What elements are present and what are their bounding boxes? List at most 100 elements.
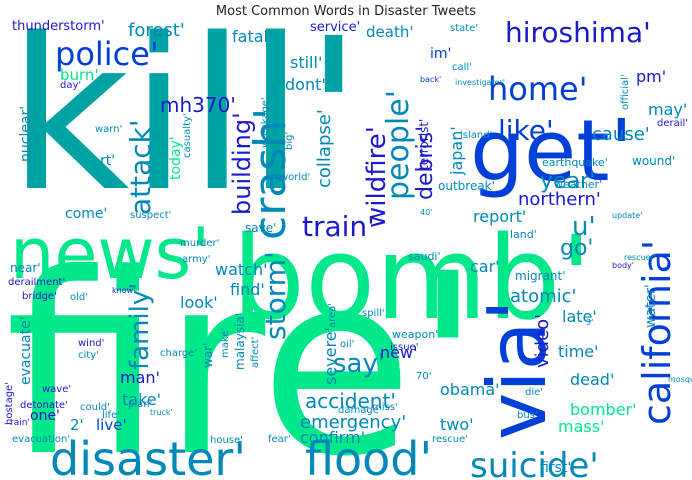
word-disaster: disaster' — [50, 432, 246, 480]
word-obama: obama' — [440, 380, 500, 399]
word-news: news' — [10, 213, 210, 295]
word-damage: damage' — [338, 405, 382, 416]
chart-title: Most Common Words in Disaster Tweets — [215, 4, 477, 19]
word-water: water' — [643, 284, 659, 328]
word-army: army' — [182, 254, 210, 265]
word-could: could' — [80, 402, 110, 413]
word-rescue: rescue' — [432, 434, 468, 445]
word-hostage: hostage' — [4, 382, 15, 425]
word-today: today' — [168, 136, 184, 180]
word-wound: wound' — [632, 154, 675, 168]
word-thunderstorm: thunderstorm' — [12, 19, 105, 34]
word-mosque: mosque' — [668, 375, 692, 384]
word-emergency: emergency' — [300, 412, 406, 433]
word-big: big' — [284, 132, 295, 150]
word-suspect: suspect' — [130, 210, 171, 221]
word-fear: fear' — [268, 434, 291, 445]
word-collapse: collapse' — [314, 109, 335, 188]
word-time: time' — [558, 342, 599, 361]
word-storm: storm' — [259, 251, 292, 340]
word-police: police' — [55, 35, 159, 73]
word-miss: miss' — [372, 402, 398, 413]
word-get: get' — [470, 102, 633, 201]
word-hiroshima: hiroshima' — [505, 16, 651, 49]
word-murder: murder' — [180, 238, 219, 249]
word-dead: dead' — [570, 370, 614, 389]
word-home: home' — [488, 70, 588, 108]
word-report: report' — [473, 207, 526, 226]
word-40: 40' — [420, 208, 432, 217]
word-old: old' — [70, 292, 88, 303]
word-island: island' — [460, 130, 492, 141]
word-like: like' — [498, 114, 554, 147]
word-attack: attack' — [124, 119, 157, 215]
word-atomic: atomic' — [510, 286, 576, 307]
word-warn: warn' — [95, 124, 122, 135]
word-wildfire: wildfire' — [362, 126, 392, 228]
word-update: update' — [612, 211, 642, 220]
word-severe: severe' — [321, 327, 340, 385]
word-year: year' — [540, 169, 595, 194]
word-burn: burn' — [60, 66, 99, 84]
word-crash: crash' — [245, 108, 296, 240]
word-casualty: casualty' — [182, 113, 193, 158]
word-world: world' — [280, 172, 310, 183]
word-pm: pm' — [636, 67, 666, 86]
word-suicide: suicide' — [470, 446, 599, 480]
word-know: know' — [112, 286, 135, 295]
word-land: land' — [510, 228, 537, 241]
word-one: one' — [30, 408, 60, 424]
word-bus: bus' — [517, 410, 538, 421]
word-bomber: bomber' — [570, 400, 637, 419]
word-detonate: detonate' — [20, 400, 68, 411]
word-mh370: mh370' — [160, 93, 236, 117]
word-mass: mass' — [558, 417, 604, 436]
word-find: find' — [230, 280, 265, 299]
word-house: house' — [210, 435, 243, 446]
word-rain: rain' — [10, 418, 30, 428]
word-earthquake: earthquake' — [542, 156, 608, 169]
word-flood: flood' — [305, 432, 432, 480]
word-back: back' — [420, 75, 441, 84]
word-still: still' — [290, 53, 322, 72]
word-life: life' — [102, 410, 120, 421]
word-new: new' — [380, 343, 417, 362]
word-family: family' — [125, 283, 155, 370]
word-malaysia: malaysia' — [233, 313, 247, 370]
word-accident: accident' — [305, 389, 396, 413]
word-late: late' — [562, 307, 597, 326]
word-look: look' — [180, 293, 218, 312]
word-investigator: investigator' — [455, 78, 505, 87]
word-plan: plan' — [128, 399, 152, 410]
word-evacuate: evacuate' — [18, 316, 34, 385]
word-go: go' — [560, 236, 593, 261]
word-japan: japan' — [447, 126, 466, 176]
word-come: come' — [65, 206, 107, 222]
word-city: city' — [78, 350, 99, 361]
word-death: death' — [366, 23, 413, 41]
word-northern: northern' — [518, 189, 601, 210]
word-nuclear: nuclear' — [18, 106, 34, 162]
word-near: near' — [10, 261, 41, 275]
word-area: area' — [327, 303, 338, 328]
word-service: service' — [310, 20, 360, 35]
word-kill: kill' — [8, 0, 362, 238]
word-first: first' — [540, 460, 571, 476]
word-car: car' — [470, 257, 500, 276]
word-truck: truck' — [150, 408, 173, 417]
word-bomb: bomb' — [232, 212, 592, 346]
word-weapon: weapon' — [392, 328, 438, 341]
word-derail: derail' — [657, 118, 688, 129]
word-wreckage: wreckage' — [260, 97, 271, 148]
word-building: building' — [228, 112, 256, 215]
word-say: say' — [333, 349, 385, 379]
word-body: body' — [612, 261, 634, 270]
word-video: video' — [532, 314, 553, 368]
word-outbreak: outbreak' — [438, 179, 495, 193]
word-rescuer: rescuer' — [624, 253, 656, 262]
word-terrorist: terrorist' — [417, 119, 431, 170]
word-two: two' — [440, 415, 474, 434]
word-take: take' — [122, 390, 161, 409]
word-die: die' — [525, 387, 543, 398]
